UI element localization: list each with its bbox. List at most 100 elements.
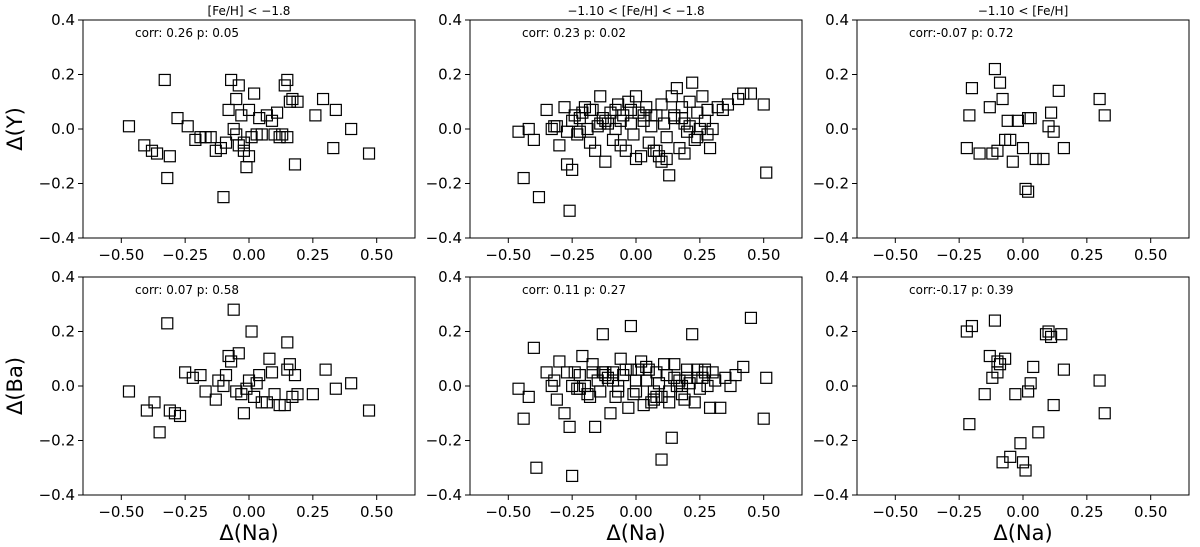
data-point (1019, 464, 1032, 477)
y-axis-label: Δ(Y) (3, 107, 27, 151)
data-point (655, 155, 668, 168)
data-point (632, 363, 645, 376)
data-point (316, 92, 330, 106)
data-point (248, 87, 261, 100)
data-point (194, 369, 207, 382)
data-point (522, 390, 535, 403)
y-tick-label: 0.2 (438, 66, 462, 84)
data-point (1098, 109, 1111, 122)
data-point (678, 393, 691, 406)
data-point (680, 363, 694, 376)
y-tick-label: −0.2 (39, 432, 75, 450)
data-point (627, 128, 640, 141)
data-point (963, 418, 976, 431)
x-tick-label: −0.25 (936, 503, 982, 521)
x-tick-label: −0.50 (98, 503, 144, 521)
data-point (965, 319, 979, 333)
data-point (1011, 114, 1024, 127)
data-point (670, 82, 683, 95)
data-point (691, 131, 704, 144)
data-point (329, 103, 342, 117)
data-point (548, 374, 561, 387)
x-tick-label: −0.50 (485, 246, 531, 264)
data-point (1029, 152, 1042, 166)
x-axis-label: Δ(Na) (993, 521, 1052, 545)
data-point (983, 101, 996, 114)
data-point (517, 171, 530, 185)
data-point (573, 125, 586, 138)
data-point (1098, 407, 1111, 420)
data-point (253, 111, 266, 125)
data-point (655, 98, 668, 111)
y-tick-label: 0.0 (825, 377, 849, 395)
data-point (642, 363, 655, 376)
data-point (209, 393, 222, 406)
data-point (1047, 398, 1060, 412)
data-point (260, 396, 273, 409)
data-point (701, 128, 714, 141)
data-point (512, 125, 525, 138)
x-tick-label: 0.25 (296, 503, 329, 521)
x-tick-label: −0.25 (936, 246, 982, 264)
data-point (173, 409, 187, 423)
data-point (576, 349, 589, 363)
y-tick-label: 0.2 (438, 323, 462, 341)
x-tick-label: 0.50 (747, 503, 780, 521)
data-point (245, 325, 258, 338)
data-point (1001, 114, 1014, 127)
data-point (1004, 133, 1017, 146)
data-point (217, 379, 230, 393)
data-point (965, 82, 979, 95)
x-tick-label: 0.00 (619, 503, 652, 521)
data-point (596, 328, 609, 341)
data-point (306, 388, 319, 401)
data-point (668, 111, 681, 125)
data-point (1057, 363, 1070, 376)
data-point (263, 352, 276, 365)
x-tick-label: 0.25 (1070, 503, 1103, 521)
data-point (563, 420, 576, 433)
data-point (663, 169, 676, 182)
data-point (701, 103, 714, 117)
plot-frame (82, 19, 416, 239)
data-point (624, 117, 637, 130)
panel-title: −1.10 < [Fe/H] (978, 4, 1069, 18)
data-point (1044, 106, 1058, 119)
x-tick-label: 0.25 (683, 246, 716, 264)
x-tick-label: 0.25 (1070, 246, 1103, 264)
y-tick-label: −0.2 (813, 175, 849, 193)
data-point (637, 398, 650, 412)
data-point (560, 125, 574, 138)
data-point (999, 352, 1012, 365)
data-point (288, 158, 302, 171)
data-point (665, 431, 678, 444)
data-point (171, 111, 184, 125)
data-point (686, 76, 699, 89)
data-point (744, 311, 758, 324)
data-point (242, 103, 256, 117)
data-point (273, 131, 286, 144)
data-point (181, 120, 194, 133)
data-point (250, 377, 263, 390)
data-point (988, 62, 1002, 76)
data-point (1047, 125, 1060, 138)
x-tick-label: −0.25 (549, 246, 595, 264)
y-tick-label: 0.4 (825, 11, 849, 29)
data-point (988, 314, 1002, 327)
data-point (225, 355, 238, 368)
data-point (757, 412, 770, 425)
data-point (675, 379, 689, 393)
data-point (281, 131, 294, 144)
data-point (227, 303, 240, 316)
data-point (599, 155, 612, 168)
data-point (606, 374, 620, 387)
x-tick-label: 0.25 (296, 246, 329, 264)
data-point (688, 133, 701, 146)
data-point (991, 366, 1004, 379)
x-axis-label: Δ(Na) (606, 521, 665, 545)
scatter-panel-2: −0.50 −0.25 0.00 0.25 0.50 −0.4 −0.2 0.0 0.2 0.4 −… (426, 4, 803, 264)
y-axis-label: Δ(Ba) (3, 357, 27, 415)
data-point (594, 117, 607, 130)
data-point (553, 139, 566, 152)
data-point (678, 147, 691, 160)
